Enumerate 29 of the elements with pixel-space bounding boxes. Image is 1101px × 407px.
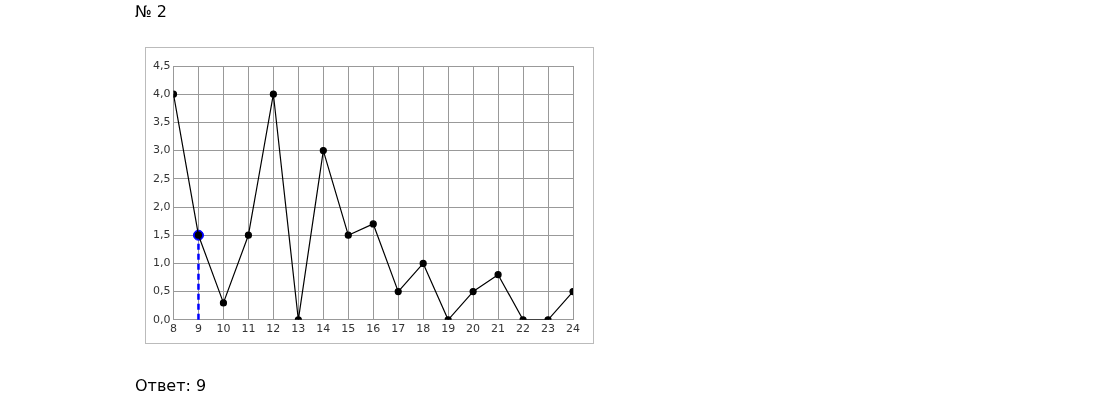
text: Ответ: 9 (135, 376, 207, 395)
y-tick-label: 1,0 (152, 256, 171, 270)
x-tick-label: 18 (416, 322, 431, 336)
x-tick-label: 24 (566, 322, 580, 336)
x-tick-label: 9 (194, 322, 202, 336)
x-tick-label: 23 (541, 322, 556, 336)
x-tick-label: 11 (241, 322, 256, 336)
x-tick-label: 20 (466, 322, 481, 336)
x-tick-label: 22 (516, 322, 531, 336)
y-tick-label: 2,0 (152, 199, 171, 213)
y-tick-label: 0,0 (152, 312, 171, 326)
chart-title: № 2 (135, 2, 167, 21)
x-tick-label: 12 (266, 322, 281, 336)
x-tick-label: 15 (341, 322, 356, 336)
y-tick-label: 2,5 (152, 171, 171, 185)
y-tick-label: 1,5 (152, 228, 171, 242)
y-tick-label: 3,0 (152, 143, 171, 157)
x-tick-label: 16 (366, 322, 381, 336)
x-tick-label: 19 (441, 322, 456, 336)
x-tick-label: 14 (316, 322, 331, 336)
x-tick-label: 10 (216, 322, 231, 336)
x-tick-label: 21 (491, 322, 506, 336)
x-tick-label: 17 (391, 322, 406, 336)
y-tick-label: 4,0 (152, 87, 171, 101)
x-tick-label: 13 (291, 322, 306, 336)
y-tick-label: 0,5 (152, 284, 171, 298)
y-tick-label: 3,5 (152, 115, 171, 129)
x-tick-label: 8 (169, 322, 177, 336)
y-tick-label: 4,5 (152, 58, 171, 72)
